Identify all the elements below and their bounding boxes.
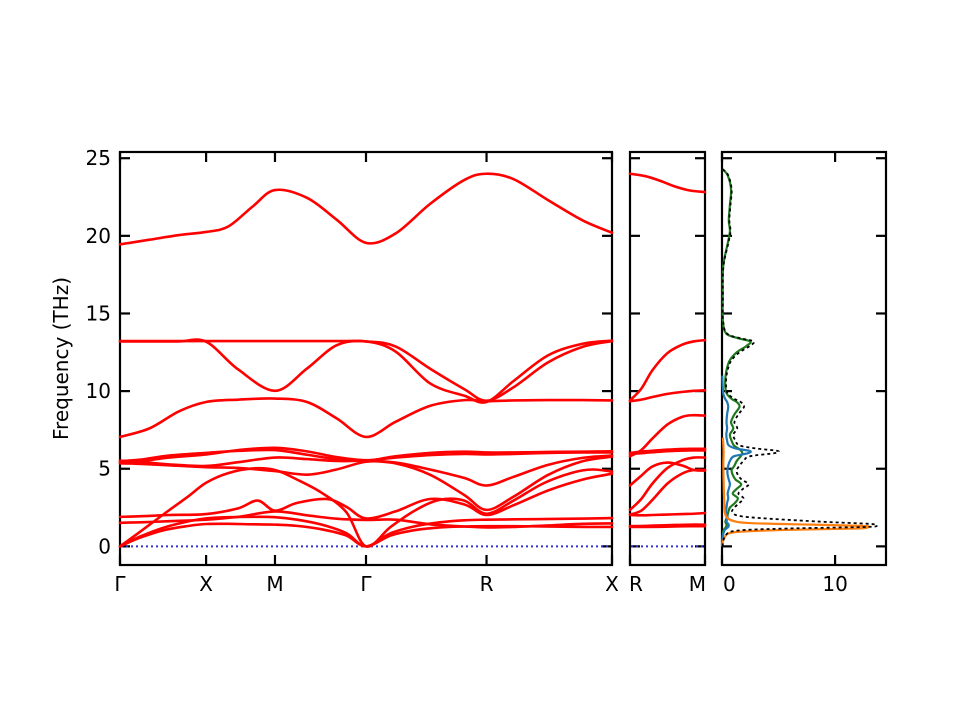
highsym-label-Γ: Γ	[114, 572, 126, 596]
band-curve-rm-optic-1	[628, 511, 707, 517]
y-tick-label-4: 20	[86, 224, 111, 248]
band-curve-optic-6	[118, 455, 614, 512]
y-axis-label-group: Frequency (THz)	[49, 277, 73, 440]
highsym-label-X: X	[605, 572, 619, 596]
dos-xtick-label-0: 0	[723, 572, 736, 596]
band-curve-optic-2	[118, 472, 614, 520]
band-curve-rm-optic-6	[628, 413, 707, 458]
band-curve-rm-optic-7	[628, 389, 707, 403]
y-tick-label-2: 10	[86, 379, 111, 403]
rm-highsym-label-M: M	[689, 572, 706, 596]
y-tick-label-5: 25	[86, 146, 111, 170]
highsym-label-M: M	[266, 572, 283, 596]
y-axis-label: Frequency (THz)	[49, 277, 73, 440]
band-curve-optic-9	[118, 339, 614, 403]
band-curve-rm-optic-9	[628, 172, 707, 194]
dos-curve-dos-partial-blue	[721, 375, 752, 547]
band-curve-optic-1	[118, 510, 614, 529]
band-curve-rm-optic-3	[628, 461, 707, 487]
band-panel-main: 0 5 10 15 20 25 Γ X M Γ R X	[86, 146, 620, 596]
band-curve-acoustic-3	[118, 466, 614, 548]
dos-xtick-label-1: 10	[822, 572, 847, 596]
y-tick-label-1: 5	[98, 457, 111, 481]
band-curve-rm-optic-2	[628, 456, 707, 512]
highsym-label-R: R	[480, 572, 494, 596]
y-tick-label-3: 15	[86, 301, 111, 325]
y-tick-label-0: 0	[98, 534, 111, 558]
dos-curve-dos-total	[721, 168, 878, 547]
band-curve-rm-optic-5	[628, 449, 707, 456]
dos-panel: 0 10	[720, 150, 888, 596]
rm-panel-frame	[628, 150, 707, 567]
highsym-label-Γ: Γ	[360, 572, 372, 596]
band-curve-optic-10	[118, 172, 614, 246]
dos-panel-frame	[720, 150, 888, 567]
highsym-label-X: X	[199, 572, 213, 596]
band-curve-rm-optic-8	[628, 338, 707, 402]
rm-highsym-label-R: R	[629, 572, 643, 596]
band-curve-optic-7	[118, 397, 614, 439]
band-curve-rm-acoustic-2	[628, 523, 707, 528]
dos-curve-dos-partial-orange	[721, 437, 870, 547]
band-curve-rm-optic-4	[628, 447, 707, 455]
